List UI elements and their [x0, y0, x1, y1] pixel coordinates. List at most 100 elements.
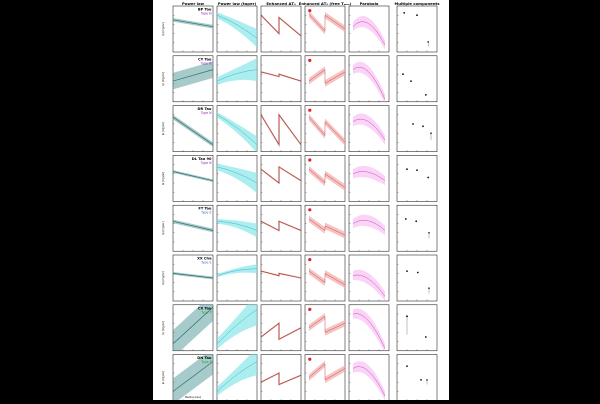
- panel-frame: [396, 55, 438, 103]
- panel-0-3: [304, 5, 346, 53]
- panel-content: [261, 71, 301, 82]
- y-axis-label: Ip [mJy/sr]: [161, 271, 165, 284]
- column-title-4: Parabola: [360, 1, 379, 6]
- panel-3-3: [304, 155, 346, 202]
- component-point: [412, 123, 414, 125]
- panel-content: [308, 360, 345, 384]
- panel-frame: [396, 354, 438, 401]
- y-axis-label: Ip [mJy/sr]: [161, 72, 165, 85]
- panel-content: [217, 58, 257, 85]
- panel-content: [352, 214, 386, 236]
- panel-content: [352, 113, 386, 145]
- panel-5-1: [216, 254, 258, 302]
- disk-type: Type E: [200, 261, 211, 265]
- panel-frame: [260, 155, 302, 202]
- panel-frame: [396, 155, 438, 202]
- y-axis-label: Ip [mJy/sr]: [161, 321, 165, 334]
- panel-content: [352, 165, 386, 186]
- panel-content: [173, 219, 213, 233]
- panel-5-2: [260, 254, 302, 302]
- panel-frame: [260, 204, 302, 252]
- free-line: [308, 315, 345, 333]
- panel-content: [261, 371, 301, 386]
- panel-0-2: [260, 5, 302, 53]
- panel-4-5: [396, 204, 438, 252]
- panel-7-5: 0.1110: [396, 354, 438, 404]
- parabola-band: [353, 214, 385, 236]
- panel-2-1: [216, 105, 258, 152]
- disk-name: CY Tau: [198, 57, 212, 61]
- taper-band: [217, 12, 257, 48]
- taper-band: [217, 219, 257, 238]
- disk-type: Type E: [200, 211, 211, 215]
- parabola-band: [353, 61, 385, 102]
- y-axis-label: Ip [mJy/sr]: [161, 371, 165, 384]
- panel-4-2: [260, 204, 302, 252]
- enhanced-line: [261, 270, 301, 279]
- taper-band: [217, 354, 257, 396]
- component-point: [415, 220, 418, 223]
- parabola-line: [352, 171, 386, 181]
- free-line: [308, 363, 345, 381]
- panel-frame: [260, 354, 302, 401]
- y-axis-label: Ip [mJy/sr]: [161, 22, 165, 35]
- panel-1-5: [396, 55, 438, 103]
- panel-content: [308, 113, 345, 146]
- panel-frame: [260, 254, 302, 302]
- panel-content: [217, 12, 257, 48]
- panel-content: [217, 112, 257, 152]
- component-point: [430, 132, 432, 134]
- component-point: [406, 270, 408, 272]
- powerlaw-line: [173, 306, 213, 345]
- panel-content: [308, 215, 345, 239]
- powerlaw-line: [173, 19, 213, 28]
- panel-content: [406, 365, 428, 385]
- component-point: [422, 125, 424, 128]
- panel-content: [308, 313, 345, 336]
- panel-1-1: [216, 55, 258, 103]
- panel-1-3: [304, 55, 346, 103]
- parabola-line: [352, 366, 386, 397]
- panel-7-1: 0.1110: [216, 354, 258, 404]
- panel-content: [173, 61, 213, 90]
- panel-7-3: 0.1110: [304, 354, 346, 404]
- panel-0-1: [216, 5, 258, 53]
- enhanced-line: [261, 166, 301, 184]
- panel-7-2: 0.1110: [260, 354, 302, 404]
- powerlaw-line: [173, 116, 213, 145]
- free-line: [308, 218, 345, 236]
- panel-content: [217, 304, 257, 350]
- panel-content: [402, 73, 427, 96]
- component-point: [403, 12, 406, 14]
- free-marker: [308, 9, 312, 13]
- panel-content: [308, 165, 345, 191]
- parabola-line: [352, 274, 386, 297]
- taper-band: [217, 304, 257, 350]
- panel-7-4: 0.1110: [348, 354, 390, 404]
- panel-0-5: [396, 5, 438, 53]
- powerlaw-line: [173, 273, 213, 279]
- enhanced-line: [261, 14, 301, 37]
- panel-2-2: [260, 105, 302, 152]
- panel-frame: [396, 254, 438, 302]
- panel-content: [173, 272, 213, 280]
- parabola-band: [353, 308, 385, 351]
- disk-name: DR Tau: [198, 107, 212, 111]
- taper-line: [217, 14, 257, 39]
- y-axis-label: Ip [mJy/sr]: [161, 222, 165, 235]
- panel-3-1: [216, 155, 258, 202]
- parabola-line: [352, 313, 386, 349]
- taper-line: [217, 221, 257, 231]
- component-point: [428, 232, 430, 234]
- free-marker: [308, 158, 312, 162]
- taper-line: [217, 166, 257, 184]
- free-line: [308, 14, 345, 32]
- column-title-0: Power law: [182, 1, 205, 6]
- parabola-band: [353, 113, 385, 145]
- taper-band: [217, 264, 257, 278]
- disk-name: CX Tau: [198, 306, 212, 310]
